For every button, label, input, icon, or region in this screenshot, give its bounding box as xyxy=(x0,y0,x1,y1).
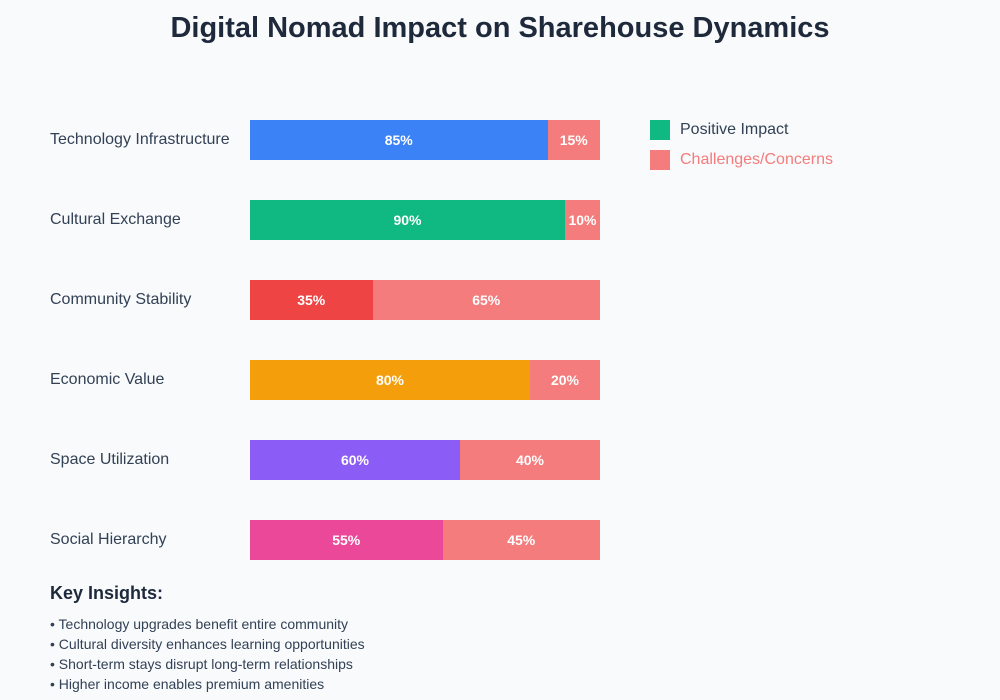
positive-segment: 35% xyxy=(250,280,373,320)
stacked-bar: 80% 20% xyxy=(250,360,600,400)
insight-item: • Technology upgrades benefit entire com… xyxy=(50,616,349,632)
bar-row: Community Stability 35% 65% xyxy=(50,280,610,320)
key-insights: Key Insights: • Technology upgrades bene… xyxy=(50,583,365,694)
category-label: Economic Value xyxy=(50,371,165,388)
bar-row: Social Hierarchy 55% 45% xyxy=(50,520,610,560)
legend: Positive Impact Challenges/Concerns xyxy=(650,120,833,180)
legend-item: Positive Impact xyxy=(650,120,833,140)
positive-segment: 80% xyxy=(250,360,530,400)
category-label: Community Stability xyxy=(50,291,192,308)
stacked-bar: 35% 65% xyxy=(250,280,600,320)
challenge-segment: 10% xyxy=(565,200,600,240)
legend-label: Positive Impact xyxy=(680,121,789,138)
positive-segment: 60% xyxy=(250,440,460,480)
stacked-bar: 60% 40% xyxy=(250,440,600,480)
category-label: Space Utilization xyxy=(50,451,170,468)
challenge-segment: 40% xyxy=(460,440,600,480)
bar-row: Space Utilization 60% 40% xyxy=(50,440,610,480)
insight-item: • Cultural diversity enhances learning o… xyxy=(50,636,365,652)
challenge-segment: 65% xyxy=(372,280,600,320)
category-label: Cultural Exchange xyxy=(50,211,181,228)
insights-title: Key Insights: xyxy=(50,583,164,603)
stacked-bar: 85% 15% xyxy=(250,120,600,160)
legend-swatch xyxy=(650,120,670,140)
challenge-segment: 15% xyxy=(547,120,600,160)
insight-item: • Higher income enables premium amenitie… xyxy=(50,676,325,692)
insight-item: • Short-term stays disrupt long-term rel… xyxy=(50,656,353,672)
stacked-bar: 55% 45% xyxy=(250,520,600,560)
bar-row: Technology Infrastructure 85% 15% xyxy=(50,120,610,160)
positive-segment: 85% xyxy=(250,120,548,160)
legend-label: Challenges/Concerns xyxy=(680,151,833,168)
positive-segment: 55% xyxy=(250,520,443,560)
challenge-segment: 45% xyxy=(442,520,600,560)
category-label: Technology Infrastructure xyxy=(50,131,230,148)
positive-segment: 90% xyxy=(250,200,565,240)
legend-swatch xyxy=(650,150,670,170)
category-label: Social Hierarchy xyxy=(50,531,167,548)
bar-row: Economic Value 80% 20% xyxy=(50,360,610,400)
bar-row: Cultural Exchange 90% 10% xyxy=(50,200,610,240)
legend-item: Challenges/Concerns xyxy=(650,150,833,170)
chart-title: Digital Nomad Impact on Sharehouse Dynam… xyxy=(170,12,830,44)
challenge-segment: 20% xyxy=(530,360,600,400)
stacked-bar: 90% 10% xyxy=(250,200,600,240)
